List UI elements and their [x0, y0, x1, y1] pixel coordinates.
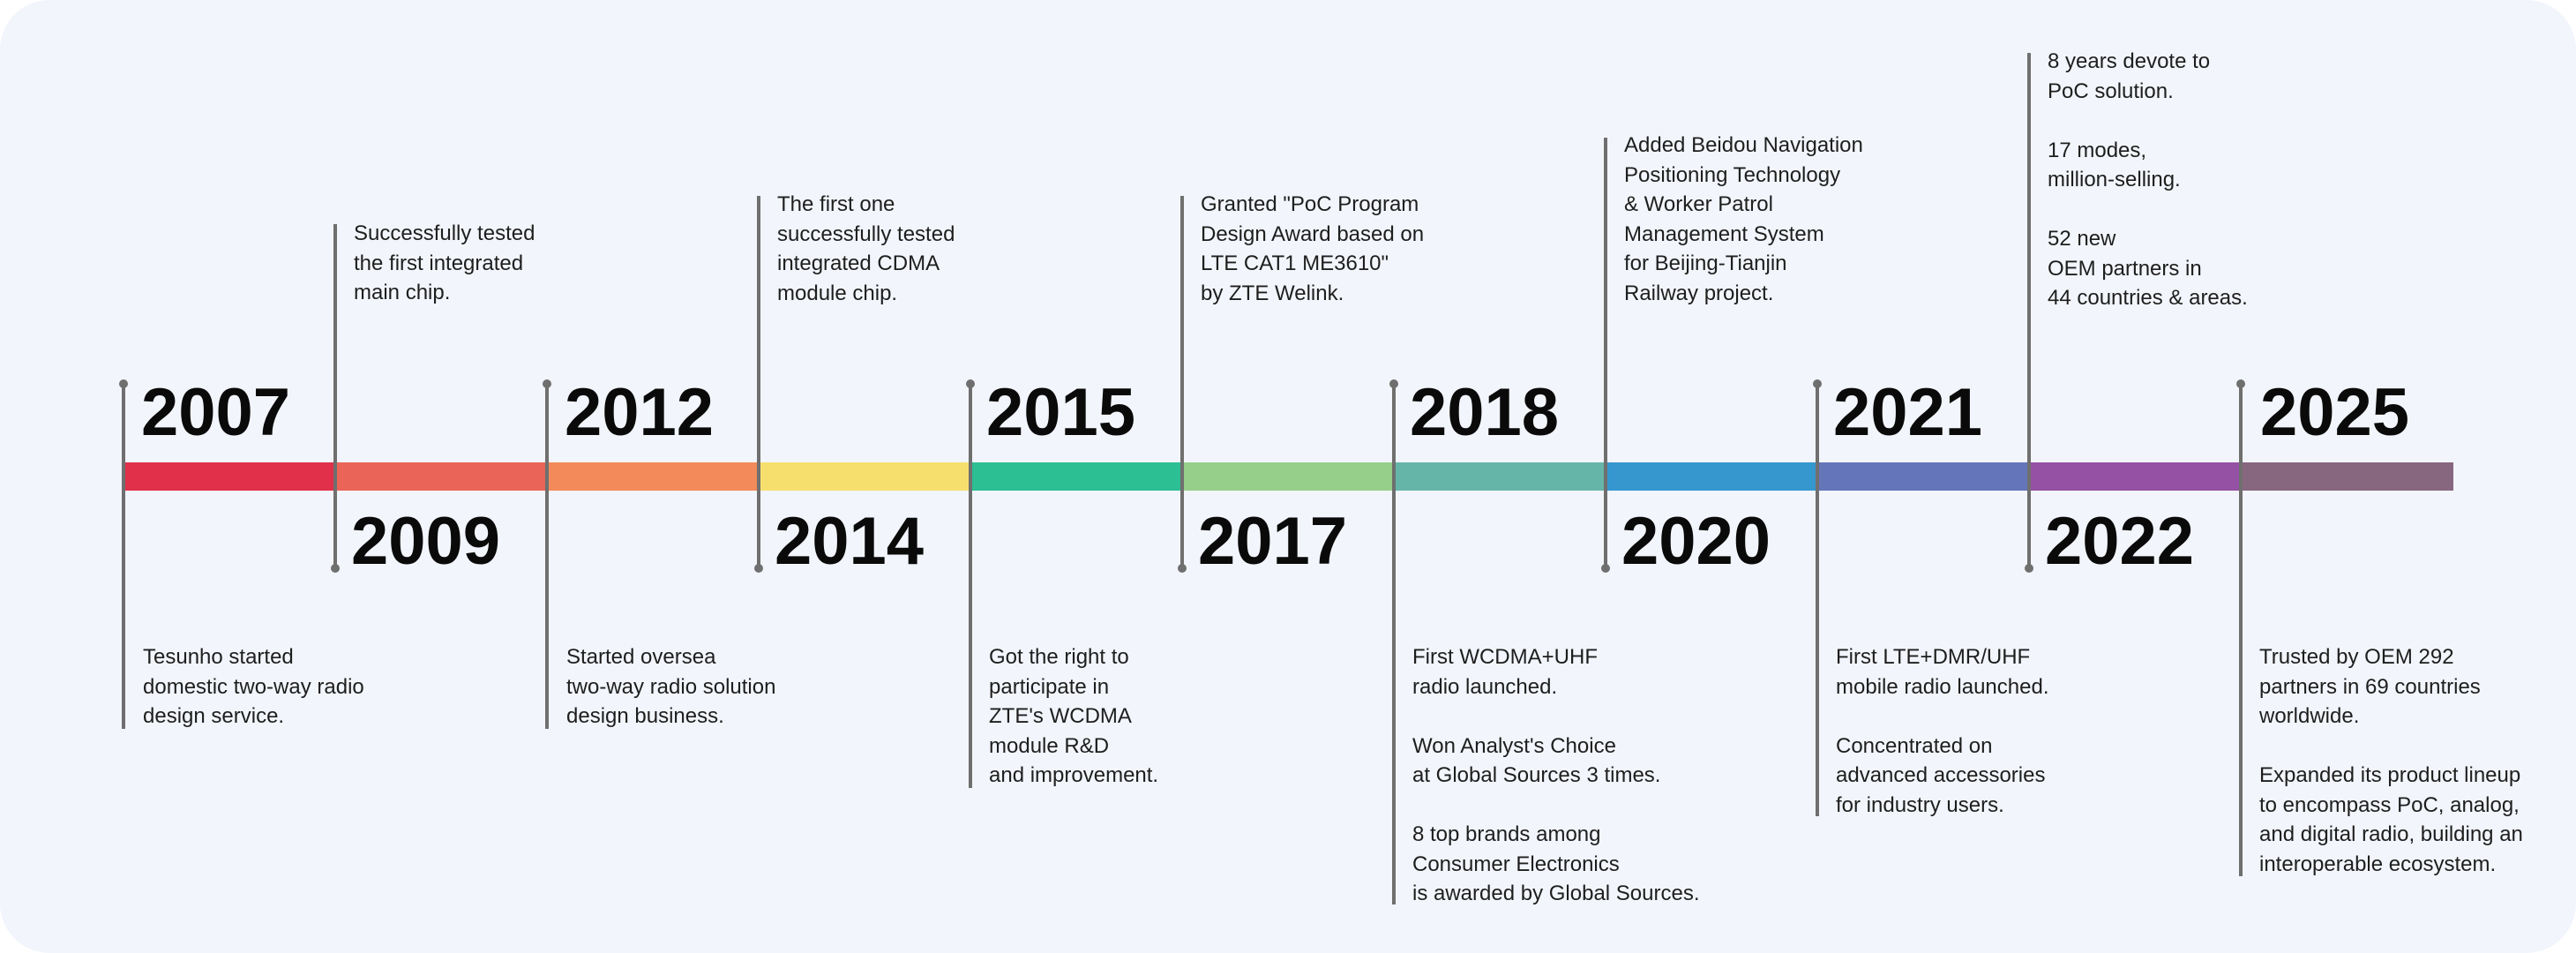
connector-line — [2239, 382, 2243, 876]
milestone-year: 2012 — [565, 375, 715, 450]
milestone-year: 2014 — [775, 504, 925, 579]
connector-line — [757, 196, 760, 570]
milestone-description: Successfully tested the first integrated… — [354, 221, 535, 304]
timeline-bar-segment — [1606, 462, 1818, 491]
milestone-description: First LTE+DMR/UHF mobile radio launched.… — [1836, 645, 2049, 817]
milestone-description: Got the right to participate in ZTE's WC… — [989, 645, 1159, 787]
connector-dot — [966, 379, 975, 388]
timeline-bar-segment — [1395, 462, 1606, 491]
timeline-bar-segment — [1183, 462, 1395, 491]
milestone-year: 2009 — [351, 504, 501, 579]
milestone-year: 2015 — [986, 375, 1136, 450]
connector-dot — [331, 564, 340, 573]
milestone-description: Granted "PoC Program Design Award based … — [1201, 192, 1425, 305]
milestone-year: 2007 — [141, 375, 291, 450]
connector-line — [545, 382, 549, 729]
milestone-year: 2018 — [1410, 375, 1560, 450]
milestone-description: Tesunho started domestic two-way radio d… — [143, 645, 364, 728]
timeline-bar-segment — [336, 462, 548, 491]
connector-dot — [1389, 379, 1398, 388]
connector-dot — [754, 564, 763, 573]
connector-dot — [543, 379, 551, 388]
connector-dot — [2236, 379, 2245, 388]
timeline-bar-segment — [124, 462, 336, 491]
milestone-description: Started oversea two-way radio solution d… — [566, 645, 776, 728]
connector-dot — [1178, 564, 1187, 573]
milestone-description: Trusted by OEM 292 partners in 69 countr… — [2259, 645, 2523, 876]
milestone-description: First WCDMA+UHF radio launched. Won Anal… — [1412, 645, 1700, 905]
connector-dot — [1601, 564, 1610, 573]
connector-line — [1604, 138, 1607, 570]
timeline-bar-segment — [760, 462, 971, 491]
milestone-year: 2020 — [1621, 504, 1771, 579]
connector-line — [122, 382, 125, 729]
milestone-year: 2022 — [2045, 504, 2195, 579]
timeline-bar-segment — [1818, 462, 2030, 491]
timeline-bar-segment — [548, 462, 760, 491]
connector-dot — [1813, 379, 1822, 388]
connector-line — [1816, 382, 1819, 816]
connector-dot — [2025, 564, 2033, 573]
timeline-bar-segment — [2030, 462, 2242, 491]
connector-line — [969, 382, 972, 788]
connector-line — [2027, 53, 2031, 570]
timeline-bar-segment — [971, 462, 1183, 491]
milestone-year: 2021 — [1833, 375, 1983, 450]
connector-line — [1392, 382, 1396, 904]
connector-dot — [119, 379, 128, 388]
timeline-bar-segment — [2242, 462, 2453, 491]
connector-line — [333, 224, 337, 570]
milestone-description: The first one successfully tested integr… — [777, 192, 955, 305]
milestone-description: 8 years devote to PoC solution. 17 modes… — [2048, 49, 2248, 310]
milestone-year: 2017 — [1198, 504, 1348, 579]
milestone-description: Added Beidou Navigation Positioning Tech… — [1624, 133, 1863, 305]
connector-line — [1180, 196, 1184, 570]
milestone-year: 2025 — [2260, 375, 2410, 450]
